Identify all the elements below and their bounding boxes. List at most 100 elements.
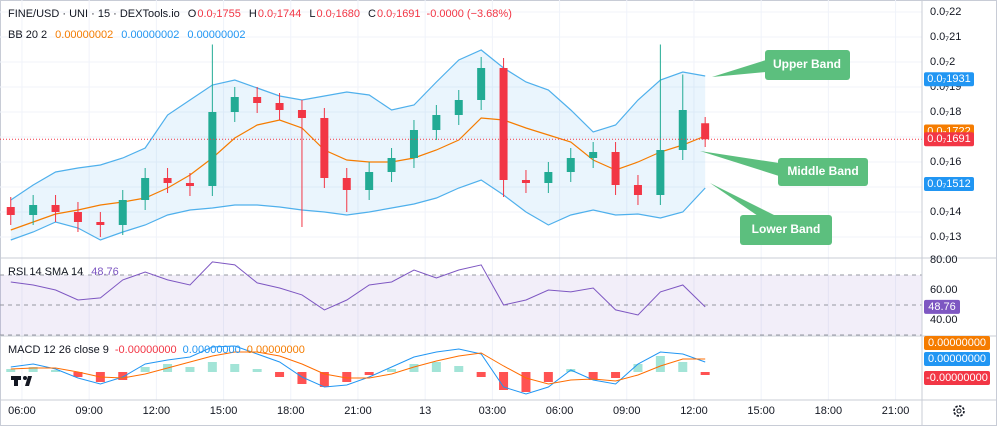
macd-histogram-bar	[678, 362, 688, 372]
rsi-badge	[924, 299, 960, 314]
y-tick-label: 0.0₇14	[930, 206, 961, 218]
header-text: O	[188, 8, 197, 20]
macd-histogram-bar	[409, 364, 419, 372]
annotation-text: Upper Band	[773, 57, 841, 71]
header-text: 0.00000002	[121, 29, 179, 41]
x-tick-label: 15:00	[210, 405, 238, 417]
legend-value: 0.00000000	[247, 344, 305, 356]
candle-body	[297, 110, 306, 118]
logo-part	[23, 376, 27, 380]
gear[interactable]	[953, 405, 965, 417]
settings-icon[interactable]	[953, 405, 965, 417]
macd-histogram-bar	[655, 356, 665, 372]
y-tick-label: 80.00	[930, 254, 958, 266]
annotation: Upper Band	[712, 50, 850, 80]
candle-body	[678, 110, 687, 150]
x-tick-label: 06:00	[8, 405, 36, 417]
macd-histogram-bar	[185, 367, 195, 372]
macd-histogram-bar	[230, 364, 240, 372]
tv-logo	[11, 376, 32, 386]
x-tick-label: 06:00	[546, 405, 574, 417]
indicator-legend: BB 20 2 0.00000002 0.00000002 0.00000002	[8, 29, 246, 41]
legend-title: MACD 12 26 close 9	[8, 344, 109, 356]
macd-histogram-bar	[431, 362, 441, 372]
macd-badge	[924, 336, 990, 350]
annotation-text: Lower Band	[752, 222, 821, 236]
x-tick-label: 15:00	[747, 405, 775, 417]
candle-body	[6, 207, 15, 215]
macd-histogram-bar	[633, 364, 643, 372]
header-text: -0.0000 (−3.68%)	[427, 8, 512, 20]
macd-histogram-bar	[275, 372, 285, 377]
macd-badge-label: -0.00000000	[926, 372, 988, 384]
annotation-arrow	[710, 183, 776, 216]
candle-body	[409, 130, 418, 158]
x-tick-label: 12:00	[680, 405, 708, 417]
candle-body	[432, 115, 441, 130]
legend-value: 0.00000000	[183, 344, 241, 356]
candle-body	[611, 152, 620, 185]
candle-body	[51, 205, 60, 212]
x-tick-label: 18:00	[277, 405, 305, 417]
macd-histogram-bar	[118, 372, 128, 380]
header-text: FINE/USD · UNI · 15 · DEXTools.io	[8, 8, 180, 20]
candle-body	[521, 180, 530, 183]
candle-body	[701, 123, 710, 140]
plot-layer	[0, 0, 922, 400]
macd-histogram-bar	[6, 369, 16, 372]
header-text: 0.00000002	[55, 29, 113, 41]
x-tick-label: 18:00	[815, 405, 843, 417]
price-badge-label: 0.0₇1691	[927, 133, 971, 145]
header-text: BB 20 2	[8, 29, 47, 41]
signal-line	[10, 351, 706, 385]
macd-histogram-bar	[499, 372, 509, 390]
y-tick-label: 0.0₇22	[930, 6, 961, 18]
candle-body	[118, 200, 127, 225]
macd-histogram-bar	[588, 372, 598, 380]
x-tick-label: 21:00	[344, 405, 372, 417]
legend-value: 48.76	[91, 266, 119, 278]
macd-histogram-bar	[51, 370, 61, 372]
candle-body	[96, 222, 105, 225]
price-badge	[924, 177, 974, 191]
header-text: C	[368, 8, 376, 20]
y-tick-label: 0.0₇13	[930, 231, 961, 243]
candle-body	[208, 112, 217, 186]
macd-histogram-bar	[73, 372, 83, 377]
annotation: Lower Band	[710, 183, 832, 245]
candle-body	[253, 97, 262, 103]
candle-body	[633, 185, 642, 195]
band-fill	[10, 50, 706, 240]
y-tick-label: 0.0₇18	[930, 106, 961, 118]
candle-body	[566, 158, 575, 172]
x-tick-label: 21:00	[882, 405, 910, 417]
candle-body	[589, 152, 598, 158]
candle-body	[141, 178, 150, 200]
header-text: 0.0₇1691	[377, 8, 421, 20]
lower-band	[10, 179, 706, 241]
annotation-box	[778, 158, 868, 186]
candle-body	[29, 205, 38, 215]
macd-histogram-bar	[521, 372, 531, 392]
header-text: 0.0₇1680	[317, 8, 361, 20]
gear-hub[interactable]	[956, 408, 962, 414]
chart-header: FINE/USD · UNI · 15 · DEXTools.io O0.0₇17…	[8, 8, 512, 20]
candle-body	[320, 118, 329, 178]
candle-body	[656, 150, 665, 195]
header-text: H	[249, 8, 257, 20]
x-tick-label: 09:00	[75, 405, 103, 417]
x-tick-label: 03:00	[479, 405, 507, 417]
header-text: L	[309, 8, 315, 20]
price-badge	[924, 132, 974, 147]
legend-value: -0.00000000	[115, 344, 177, 356]
rsi-badge-label: 48.76	[928, 301, 956, 313]
candle-body	[454, 100, 463, 115]
macd-histogram-bar	[28, 367, 38, 372]
candle-body	[163, 178, 172, 183]
annotation: Middle Band	[700, 151, 868, 186]
candle-body	[275, 103, 284, 110]
annotation-text: Middle Band	[787, 164, 858, 178]
price-badge-label: 0.0₇1512	[927, 178, 971, 190]
annotation-arrow	[700, 151, 779, 176]
